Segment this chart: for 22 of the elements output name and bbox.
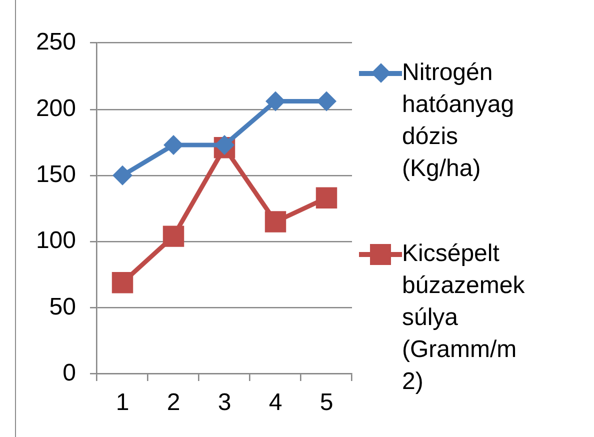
x-tick-label: 1 [116,389,130,416]
y-tick-label: 100 [36,227,76,254]
point [164,134,184,155]
point [266,91,286,112]
x-tick-label: 2 [166,389,180,416]
y-tick-label: 200 [36,94,76,122]
y-tick-label: 250 [36,28,76,56]
point [112,272,134,294]
legend-label: Kicsépelt búzazemek súlya (Gramm/m2) [402,239,526,397]
point [112,165,132,186]
point [316,187,338,209]
point [264,211,286,232]
point [214,134,234,155]
x-tick-label: 3 [218,389,232,416]
y-tick-label: 0 [62,360,76,387]
legend-label: Nitrogén hatóanyag dózis (Kg/ha) [402,58,516,184]
point [316,91,336,112]
x-tick-label: 4 [268,389,282,416]
point [162,226,184,247]
y-tick-label: 150 [36,161,76,188]
y-tick-label: 50 [49,293,76,320]
x-tick-label: 5 [320,389,334,416]
